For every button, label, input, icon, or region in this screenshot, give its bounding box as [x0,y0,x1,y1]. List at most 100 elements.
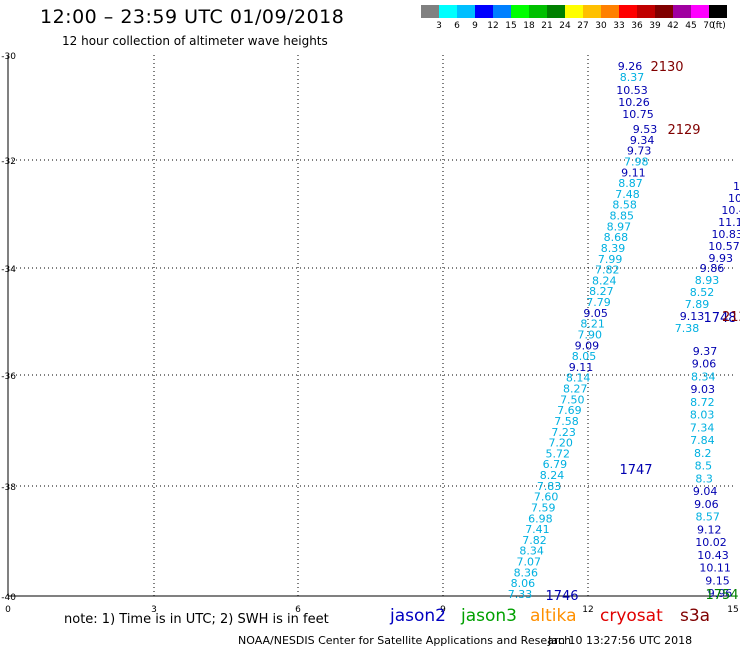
legend-label: 9 [472,21,478,31]
wave-height-value: 9.13 [680,310,705,323]
wave-height-value: 10 [733,180,740,193]
satellite-label-jason3: jason3 [461,606,517,626]
legend-swatch [493,5,511,18]
wave-height-value: 8.27 [563,383,588,396]
wave-height-value: 9.53 [633,123,658,136]
wave-height-value: 8.34 [691,370,716,383]
generated-timestamp: Jan 10 13:27:56 UTC 2018 [548,634,693,647]
wave-height-value: 6.98 [528,512,553,525]
legend-label: 42 [667,21,679,31]
wave-height-value: 8.24 [540,469,565,482]
wave-height-value: 8.21 [580,318,605,331]
y-axis-label: -32 [1,157,16,167]
legend-label: 27 [577,21,589,31]
wave-height-value: 9.34 [630,134,655,147]
wave-height-value: 10.4 [721,204,740,217]
wave-height-value: 10.11 [699,562,731,575]
legend-label: 39 [649,21,661,31]
wave-height-value: 8.39 [601,242,626,255]
wave-height-value: 7.99 [598,253,623,266]
wave-height-value: 10.83 [711,228,740,241]
legend-swatch [601,5,619,18]
page-title: 12:00 – 23:59 UTC 01/09/2018 [40,6,345,28]
wave-height-value: 9.03 [690,383,715,396]
footer-note: note: 1) Time is in UTC; 2) SWH is in fe… [64,612,329,627]
wave-height-value: 5.72 [546,447,571,460]
legend-swatch [421,5,439,18]
wave-height-value: 7.33 [508,588,533,601]
legend-label: 70 [703,21,715,31]
y-axis-label: -30 [1,52,16,62]
wave-height-value: 7.98 [624,155,649,168]
wave-height-value: 8.72 [690,396,715,409]
wave-height-value: 7.79 [586,296,611,309]
wave-height-value: 9.06 [694,498,719,511]
wave-height-value: 10.75 [622,108,654,121]
x-axis-label: 0 [5,605,11,615]
wave-height-value: 7.82 [595,264,620,277]
wave-height-value: 9.05 [583,307,608,320]
wave-height-value: 10.53 [616,84,648,97]
track-time-label: 1754 [705,588,738,603]
legend-swatch [619,5,637,18]
wave-height-value: 9.73 [627,145,652,158]
wave-height-value: 9.93 [709,252,734,265]
y-axis-label: -40 [1,593,16,603]
wave-height-value: 8.5 [695,460,713,473]
legend-swatch [529,5,547,18]
wave-height-value: 10.02 [695,536,727,549]
wave-height-value: 8.34 [519,545,544,558]
wave-height-value: 8.24 [592,274,617,287]
legend-swatch [655,5,673,18]
wave-height-value: 8.2 [694,447,712,460]
track-time-label: 2130 [650,60,683,75]
wave-height-value: 9.11 [569,361,594,374]
wave-height-value: 7.23 [551,426,576,439]
wave-height-value: 6.79 [543,458,568,471]
wave-height-value: 8.14 [566,372,591,385]
wave-height-value: 9.96 [708,587,733,600]
wave-height-value: 9.26 [618,60,643,73]
wave-height-value: 9.12 [697,523,722,536]
wave-height-value: 8.3 [695,472,713,485]
wave-height-value: 8.87 [618,177,643,190]
track-time-label: 1748 [703,311,736,326]
wave-height-value: 10.26 [618,96,650,109]
x-axis-label: 9 [440,605,446,615]
wave-height-value: 7.90 [578,328,603,341]
wave-height-value: 7.07 [516,556,541,569]
legend-label: 24 [559,21,571,31]
legend-label: 18 [523,21,535,31]
wave-height-value: 8.37 [620,71,645,84]
wave-height-value: 9.04 [693,485,718,498]
wave-height-value: 10. [728,192,740,205]
legend-label: 6 [454,21,460,31]
wave-height-value: 8.93 [695,274,720,287]
wave-height-value: 10.43 [697,549,729,562]
legend-swatch [691,5,709,18]
legend-swatch [637,5,655,18]
legend-swatch [511,5,529,18]
wave-height-value: 8.36 [514,566,539,579]
wave-height-value: 7.48 [615,188,640,201]
legend-swatch [583,5,601,18]
x-axis-label: 6 [295,605,301,615]
wave-height-value: 9.86 [700,262,725,275]
wave-height-value: 7.69 [557,404,582,417]
satellite-label-jason2: jason2 [390,606,446,626]
wave-height-value: 7.58 [554,415,579,428]
legend-unit: (ft) [712,21,726,31]
satellite-label-altika: altika [530,606,577,626]
wave-height-value: 8.57 [695,511,720,524]
wave-height-value: 8.85 [609,210,634,223]
y-axis-label: -36 [1,372,16,382]
legend-swatch [673,5,691,18]
wave-height-value: 7.34 [690,421,715,434]
wave-height-value: 7.60 [534,491,559,504]
wave-height-value: 8.52 [690,286,715,299]
wave-height-value: 7.84 [690,434,715,447]
legend-label: 30 [595,21,607,31]
track-time-label: 1747 [619,463,652,478]
legend-swatch [709,5,727,18]
wave-height-value: 8.05 [572,350,597,363]
